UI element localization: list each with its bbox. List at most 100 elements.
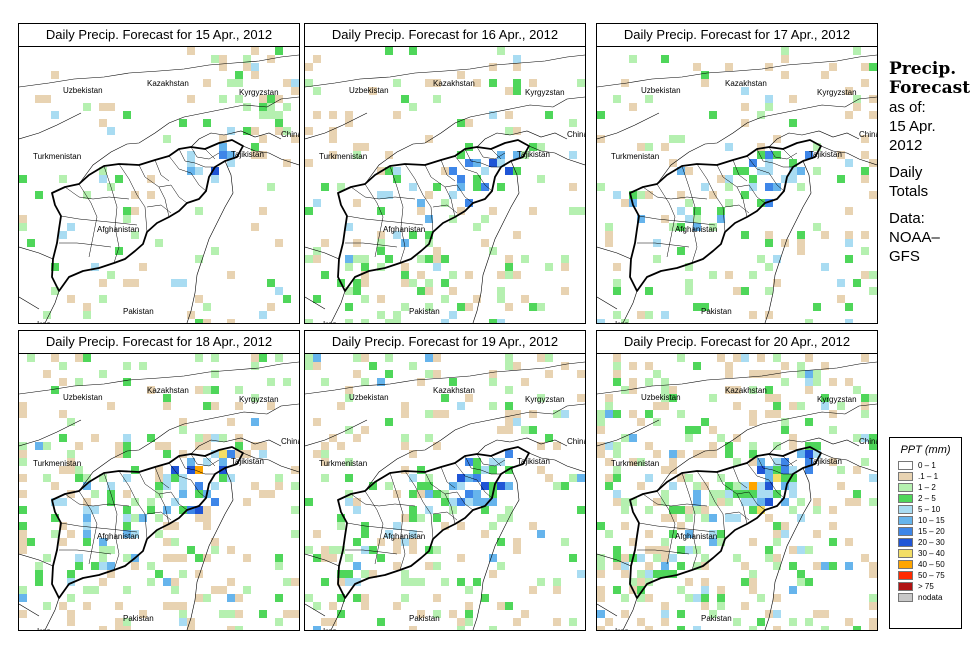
precip-cell [401, 271, 409, 279]
precip-cell [821, 402, 829, 410]
precip-cell [425, 506, 433, 514]
country-label-kazakhstan: Kazakhstan [147, 79, 189, 88]
precip-cell [621, 554, 629, 562]
precip-cell [773, 183, 781, 191]
province-border [154, 466, 170, 489]
precip-cell [853, 279, 861, 287]
province-border [78, 490, 98, 565]
precip-cell [19, 522, 27, 530]
province-border [346, 522, 424, 533]
precip-cell [195, 295, 203, 303]
province-border [454, 155, 493, 192]
precip-cell [577, 394, 585, 402]
precip-cell [385, 255, 393, 263]
precip-cell [597, 570, 605, 578]
precip-map: UzbekistanKazakhstanKyrgyzstanChinaTurkm… [304, 353, 586, 631]
precip-cell [19, 538, 27, 546]
precip-cell [685, 434, 693, 442]
precip-cell [163, 554, 171, 562]
precip-cell [227, 418, 235, 426]
precip-cell [789, 175, 797, 183]
precip-cell [773, 490, 781, 498]
precip-cell [465, 458, 473, 466]
precip-cell [227, 594, 235, 602]
precip-cell [669, 506, 677, 514]
province-border [444, 493, 456, 525]
precip-cell [337, 514, 345, 522]
precip-cell [789, 466, 797, 474]
precip-cell [481, 506, 489, 514]
precip-cell [179, 618, 187, 626]
precip-cell [393, 79, 401, 87]
precip-cell [465, 618, 473, 626]
precip-cell [613, 354, 621, 362]
precip-cell [425, 370, 433, 378]
province-border [78, 183, 98, 258]
precip-cell [537, 354, 545, 362]
precip-cell [91, 263, 99, 271]
precip-cell [305, 362, 313, 370]
precip-cell [597, 410, 605, 418]
precip-cell [693, 562, 701, 570]
precip-cell [513, 410, 521, 418]
precip-cell [147, 191, 155, 199]
legend-swatch [898, 582, 913, 591]
precip-cell [741, 602, 749, 610]
precip-cell [35, 562, 43, 570]
precip-cell [345, 426, 353, 434]
precip-cell [179, 602, 187, 610]
precip-cell [637, 570, 645, 578]
precip-cell [685, 263, 693, 271]
precip-cell [749, 271, 757, 279]
precip-cell [139, 514, 147, 522]
precip-cell [661, 311, 669, 319]
precip-cell [155, 239, 163, 247]
precip-cell [321, 239, 329, 247]
precip-cell [661, 394, 669, 402]
precip-cell [597, 594, 605, 602]
precip-cell [797, 498, 805, 506]
precip-cell [829, 426, 837, 434]
precip-cell [107, 271, 115, 279]
precip-cell [489, 319, 497, 323]
precip-cell [203, 386, 211, 394]
precip-cell [693, 63, 701, 71]
country-border [242, 452, 299, 473]
country-label-tajikistan: Tajikistan [231, 150, 264, 159]
afghanistan-border [51, 139, 244, 292]
country-border [183, 96, 299, 118]
precip-cell [227, 127, 235, 135]
precip-cell [409, 490, 417, 498]
precip-cell [613, 442, 621, 450]
precip-cell [553, 618, 561, 626]
country-border [622, 597, 638, 630]
precip-cell [505, 410, 513, 418]
precip-cell [701, 602, 709, 610]
precip-cell [393, 319, 401, 323]
precip-cell [361, 354, 369, 362]
precip-cell [123, 111, 131, 119]
precip-cell [869, 159, 877, 167]
precip-cell [227, 159, 235, 167]
precip-cell [211, 538, 219, 546]
precip-cell [59, 466, 67, 474]
province-border [782, 148, 794, 160]
precip-cell [83, 354, 91, 362]
precip-cell [353, 354, 361, 362]
precip-cell [757, 490, 765, 498]
precip-cell [283, 103, 291, 111]
precip-cell [393, 602, 401, 610]
precip-cell [693, 362, 701, 370]
precip-cell [43, 311, 51, 319]
precip-cell [43, 370, 51, 378]
precip-cell [629, 191, 637, 199]
precip-cell [741, 191, 749, 199]
precip-cell [243, 498, 251, 506]
precip-cell [107, 546, 115, 554]
precip-cell [425, 191, 433, 199]
precip-cell [765, 311, 773, 319]
precip-cell [569, 183, 577, 191]
precip-cell [813, 442, 821, 450]
precip-cell [621, 319, 629, 323]
precip-cell [749, 498, 757, 506]
